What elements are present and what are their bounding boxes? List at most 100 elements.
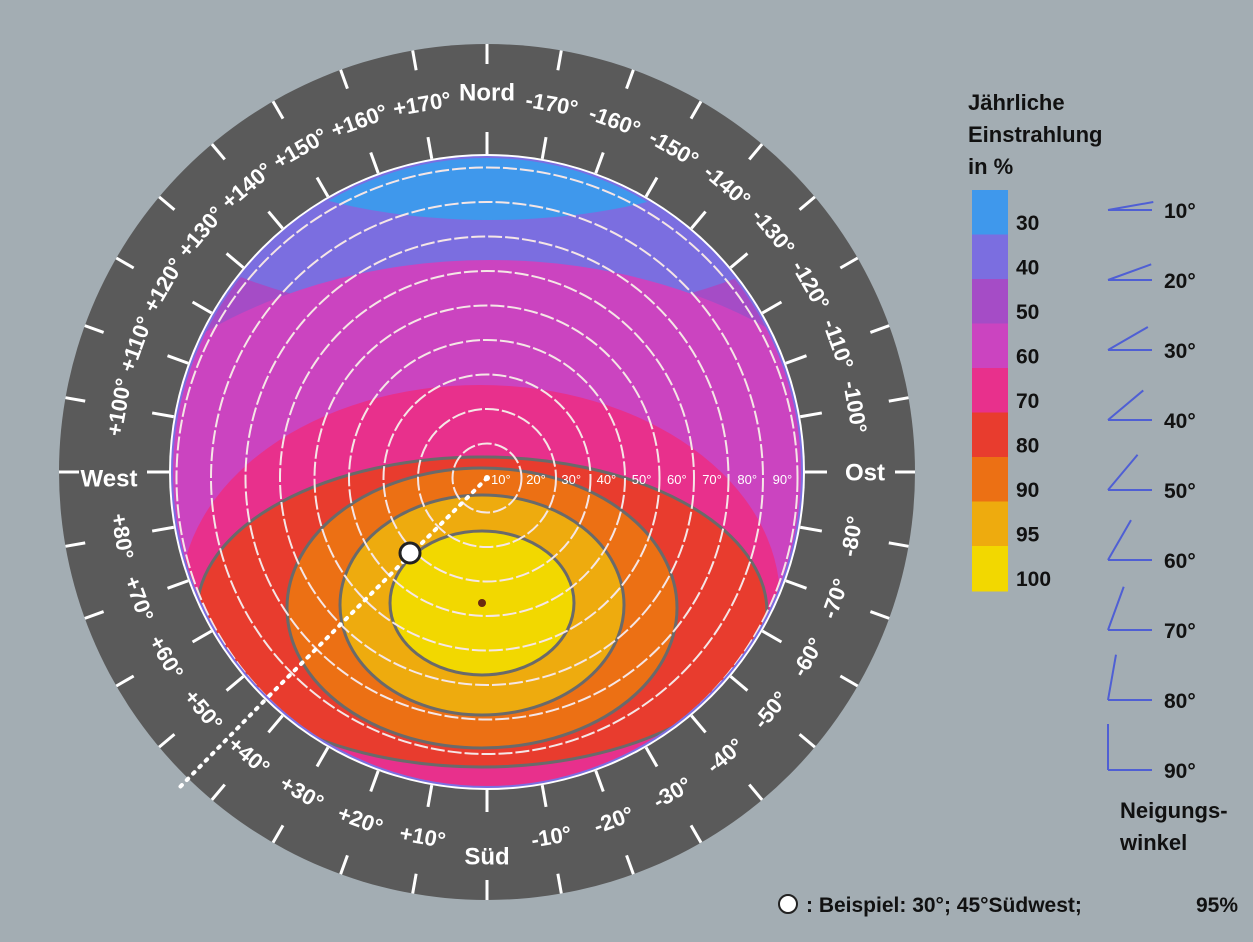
ring-tick <box>594 770 605 793</box>
ring-tick <box>785 579 808 590</box>
example-note: : Beispiel: 30°; 45°Südwest; 95% <box>778 894 1238 917</box>
tilt-angle-icon <box>1107 326 1152 351</box>
tilt-angle-icon <box>1107 519 1152 561</box>
tilt-angle-icon <box>1107 454 1152 491</box>
tilt-angle-icon <box>1107 724 1152 771</box>
optimum-dot <box>478 599 486 607</box>
tilt-circle <box>175 166 799 787</box>
tilt-angle-label: 40° <box>1164 410 1196 433</box>
ring-tick <box>210 143 226 161</box>
ring-tick <box>225 675 245 692</box>
tilt-angle-label: 20° <box>1164 270 1196 293</box>
tilt-circle <box>382 373 592 583</box>
ring-tick <box>267 714 284 734</box>
tilt-circles <box>175 166 799 787</box>
ring-tick <box>540 784 548 808</box>
tilt-angle-label: 90° <box>1164 760 1196 783</box>
radial-label: 80° <box>737 472 757 487</box>
legend-swatch <box>972 279 1008 325</box>
ring-tick <box>115 256 135 270</box>
ring-tick <box>798 195 816 211</box>
ring-tick <box>689 824 703 844</box>
radial-label: 70° <box>702 472 722 487</box>
tilt-angle-label: 70° <box>1164 620 1196 643</box>
ring-tick <box>729 675 749 692</box>
radial-labels: 10° 20° 30° 40° 50° 60° 70° 80° 90° <box>491 472 792 487</box>
ring-tick <box>315 746 330 768</box>
ring-tick <box>761 300 783 315</box>
ring-tick <box>158 733 176 749</box>
legend-swatch <box>972 323 1008 369</box>
ring-tick <box>869 324 890 334</box>
tilt-caption-line2: winkel <box>1119 830 1187 855</box>
east-label: Ost <box>845 459 885 486</box>
ring-tick <box>869 610 890 620</box>
ring-tick <box>798 733 816 749</box>
ring-tick <box>799 525 823 533</box>
legend-swatch <box>972 501 1008 547</box>
legend-value: 95 <box>1016 524 1040 547</box>
radial-label: 30° <box>561 472 581 487</box>
example-marker <box>398 541 422 565</box>
ring-tick <box>339 69 349 90</box>
ring-tick <box>748 143 764 161</box>
ring-tick <box>210 783 226 801</box>
legend-swatch <box>972 412 1008 458</box>
ring-tick <box>426 136 434 160</box>
tilt-angle-icon <box>1107 263 1152 281</box>
tilt-angle-label: 30° <box>1164 340 1196 363</box>
tilt-angle-icon <box>1107 654 1152 701</box>
ring-tick <box>191 300 213 315</box>
ring-tick <box>689 100 703 120</box>
legend-value: 100 <box>1016 568 1051 591</box>
ring-tick <box>690 210 707 230</box>
tilt-circle <box>210 201 764 755</box>
tilt-caption-line1: Neigungs- <box>1120 798 1228 823</box>
tilt-angle-icon <box>1107 586 1152 631</box>
ring-tick <box>644 176 659 198</box>
tilt-circle <box>244 235 730 721</box>
tilt-circle <box>417 408 557 548</box>
ring-tick <box>540 136 548 160</box>
legend-title-line2: Einstrahlung <box>968 122 1102 147</box>
ring-tick <box>625 854 635 875</box>
ring-tick <box>625 69 635 90</box>
ring-tick <box>65 396 86 403</box>
tilt-angle-label: 10° <box>1164 200 1196 223</box>
ring-tick <box>761 629 783 644</box>
ring-tick <box>267 210 284 230</box>
ring-tick <box>191 629 213 644</box>
legend-value: 90 <box>1016 479 1039 502</box>
ring-tick <box>225 252 245 269</box>
north-label: Nord <box>459 79 515 106</box>
ring-tick <box>799 411 823 419</box>
ring-tick <box>369 770 380 793</box>
ring-tick <box>426 784 434 808</box>
tilt-angle-icon <box>1107 201 1154 211</box>
legend-swatch <box>972 457 1008 503</box>
tilt-circle <box>348 339 626 617</box>
ring-tick <box>166 579 189 590</box>
ring-tick <box>411 873 418 894</box>
radial-label: 90° <box>773 472 793 487</box>
ring-tick <box>151 411 175 419</box>
ring-tick <box>748 783 764 801</box>
ring-tick <box>785 354 808 365</box>
tilt-circle <box>451 442 523 514</box>
tilt-angle-label: 80° <box>1164 690 1196 713</box>
ring-tick <box>271 100 285 120</box>
legend-value: 80 <box>1016 435 1039 458</box>
legend-value: 70 <box>1016 390 1039 413</box>
west-label: West <box>81 465 138 492</box>
radial-label: 20° <box>526 472 546 487</box>
ring-tick <box>65 541 86 548</box>
ring-tick <box>839 674 859 688</box>
ring-tick <box>166 354 189 365</box>
legend-value: 50 <box>1016 301 1039 324</box>
ring-tick <box>115 674 135 688</box>
ring-tick <box>644 746 659 768</box>
legend-value: 60 <box>1016 346 1039 369</box>
example-note-text: : Beispiel: 30°; 45°Südwest; <box>806 894 1082 917</box>
ring-tick <box>315 176 330 198</box>
